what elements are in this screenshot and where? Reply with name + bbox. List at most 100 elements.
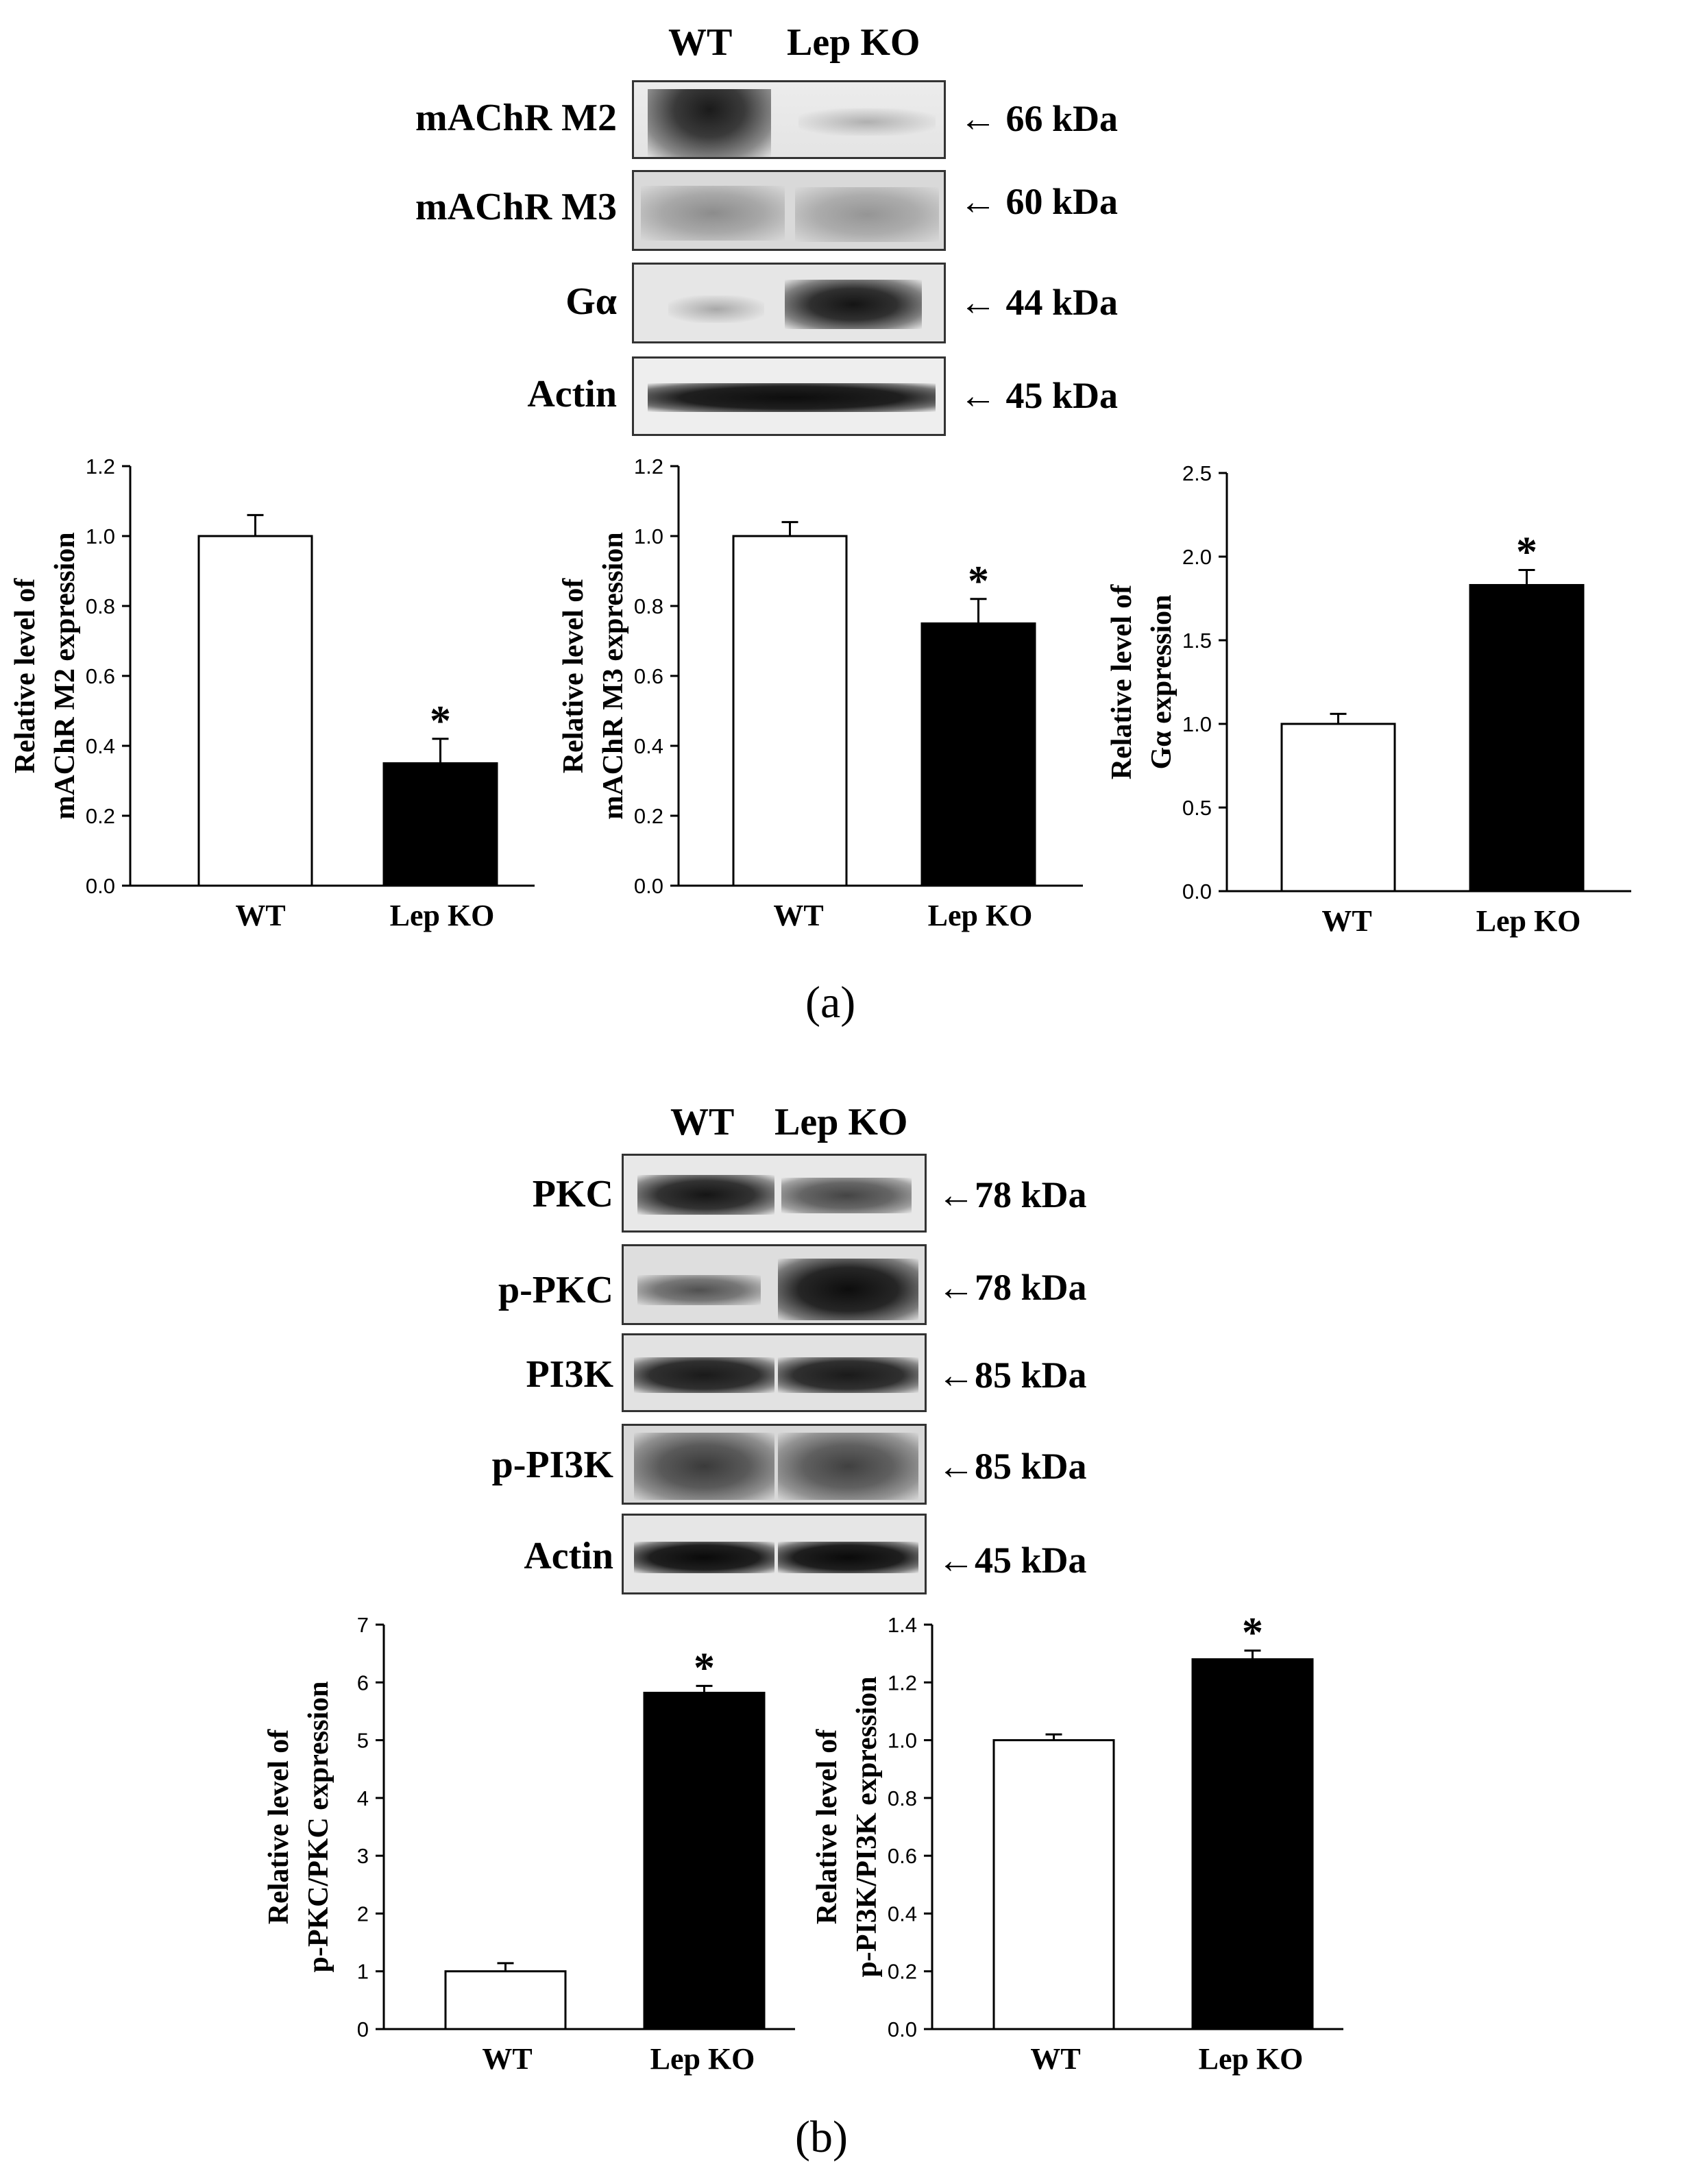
y-tick-label: 0.4 — [86, 734, 115, 758]
y-axis-label: Relative level of Gα expression — [1106, 584, 1177, 780]
bar-chart-g-alpha: 0.0 0.5 1.0 1.5 2.0 2.5 WT * Lep KO Relative leve… — [1106, 461, 1631, 938]
y-tick-label: 0.2 — [86, 804, 115, 828]
y-axis-label: Relative level of mAChR M2 expression — [10, 532, 81, 819]
y-axis-label-line: Relative level of — [558, 578, 589, 774]
bar-wt — [992, 1739, 1115, 2030]
blot-label-g-alpha: Gα — [565, 280, 617, 323]
y-tick-label: 0.6 — [634, 664, 663, 688]
blot-label-machr-m2: mAChR M2 — [415, 97, 617, 139]
y-axis-label-line: p-PI3K/PI3K expression — [851, 1676, 883, 1977]
y-tick-label: 1.4 — [888, 1613, 917, 1637]
bar-wt — [444, 1970, 567, 2030]
kda-label-g-alpha: ← 44 kDa — [960, 282, 1119, 323]
y-axis-label-line: mAChR M3 expression — [598, 532, 629, 819]
bar-wt — [1280, 723, 1396, 893]
kda-label-p-pkc: ←78 kDa — [938, 1267, 1087, 1308]
bar-chart-machr-m3: 0.0 0.2 0.4 0.6 0.8 1.0 1.2 WT * Lep KO Relative l… — [558, 454, 1083, 932]
kda-label-machr-m2: ← 66 kDa — [960, 98, 1119, 139]
significance-star: * — [1516, 529, 1537, 576]
y-tick-label: 4 — [357, 1786, 369, 1810]
kda-label-actin-a: ← 45 kDa — [960, 375, 1119, 416]
y-tick-label: 0.0 — [888, 2017, 917, 2041]
lane-label-wt: WT — [668, 21, 733, 64]
blot-image-p-pi3k — [622, 1424, 927, 1505]
y-tick-label: 2.5 — [1182, 461, 1212, 485]
significance-star: * — [694, 1645, 715, 1691]
kda-text-machr-m2: 66 kDa — [1005, 98, 1119, 139]
y-tick-label: 0.6 — [86, 664, 115, 688]
significance-star: * — [1242, 1610, 1263, 1656]
bar-lep-ko — [1469, 583, 1585, 893]
y-tick-label: 5 — [357, 1729, 369, 1753]
kda-label-pkc: ←78 kDa — [938, 1174, 1087, 1215]
y-tick-label: 0.8 — [634, 594, 663, 618]
lane-label-wt-b: WT — [670, 1101, 735, 1143]
x-category-label: WT — [773, 899, 823, 932]
y-axis-label-line: Relative level of — [1106, 584, 1138, 780]
y-tick-label: 0.0 — [86, 874, 115, 898]
y-tick-label: 1.5 — [1182, 629, 1212, 653]
y-tick-label: 1.0 — [86, 524, 115, 548]
blot-label-machr-m3: mAChR M3 — [415, 186, 617, 228]
significance-star: * — [968, 558, 989, 605]
kda-text-actin-b: 45 kDa — [975, 1540, 1087, 1581]
y-tick-label: 6 — [357, 1671, 369, 1695]
y-tick-label: 1.0 — [1182, 712, 1212, 736]
kda-text-pi3k: 85 kDa — [975, 1355, 1087, 1396]
y-axis-label-line: p-PKC/PKC expression — [303, 1681, 334, 1972]
blot-image-actin-b — [622, 1514, 927, 1594]
kda-label-pi3k: ←85 kDa — [938, 1355, 1087, 1396]
y-tick-label: 1.2 — [634, 454, 663, 478]
y-tick-label: 2 — [357, 1902, 369, 1926]
y-tick-label: 0.2 — [634, 804, 663, 828]
y-tick-label: 1.2 — [888, 1671, 917, 1695]
x-category-label: WT — [1030, 2042, 1080, 2076]
x-category-label: Lep KO — [1199, 2042, 1304, 2076]
y-axis-label: Relative level of p-PKC/PKC expression — [263, 1681, 334, 1972]
blot-image-actin-a — [632, 356, 946, 436]
blot-label-actin-b: Actin — [524, 1535, 613, 1577]
y-tick-label: 0.8 — [86, 594, 115, 618]
y-axis-label: Relative level of p-PI3K/PI3K expression — [812, 1676, 883, 1977]
y-tick-label: 0.5 — [1182, 796, 1212, 820]
bar-lep-ko — [643, 1691, 766, 2030]
panel-label-b: (b) — [795, 2111, 848, 2163]
bar-lep-ko — [1191, 1658, 1314, 2030]
kda-label-machr-m3: ← 60 kDa — [960, 181, 1119, 222]
panel-label-a: (a) — [805, 977, 855, 1029]
blot-image-pkc — [622, 1154, 927, 1233]
y-tick-label: 0.2 — [888, 1960, 917, 1984]
y-axis-label: Relative level of mAChR M3 expression — [558, 532, 629, 819]
y-tick-label: 1 — [357, 1960, 369, 1984]
blot-image-g-alpha — [632, 263, 946, 343]
blot-label-p-pi3k: p-PI3K — [491, 1444, 613, 1486]
lane-label-lep-ko-b: Lep KO — [774, 1101, 908, 1143]
y-axis-label-line: Relative level of — [263, 1729, 295, 1925]
y-axis-label-line: Gα expression — [1146, 595, 1177, 770]
blot-image-machr-m3 — [632, 170, 946, 251]
y-tick-label: 2.0 — [1182, 545, 1212, 569]
y-tick-label: 1.0 — [888, 1729, 917, 1753]
y-tick-label: 1.0 — [634, 524, 663, 548]
y-tick-label: 0.0 — [634, 874, 663, 898]
kda-text-p-pi3k: 85 kDa — [975, 1446, 1087, 1487]
kda-label-p-pi3k: ←85 kDa — [938, 1446, 1087, 1487]
y-axis-label-line: Relative level of — [812, 1729, 843, 1925]
blot-label-pkc: PKC — [532, 1173, 613, 1215]
y-tick-label: 0.4 — [634, 734, 663, 758]
kda-text-pkc: 78 kDa — [975, 1174, 1087, 1215]
y-tick-label: 0.0 — [1182, 879, 1212, 903]
kda-text-p-pkc: 78 kDa — [975, 1267, 1087, 1308]
blot-image-p-pkc — [622, 1244, 927, 1325]
y-axis-label-line: Relative level of — [10, 578, 41, 774]
bar-chart-p-pi3k-pi3k: 0.0 0.2 0.4 0.6 0.8 1.0 1.2 1.4 WT * Lep KO Relativ… — [812, 1610, 1343, 2076]
y-tick-label: 0.8 — [888, 1786, 917, 1810]
kda-text-g-alpha: 44 kDa — [1005, 282, 1119, 323]
bar-lep-ko — [920, 622, 1036, 887]
x-category-label: Lep KO — [1476, 904, 1581, 938]
x-category-label: Lep KO — [928, 899, 1033, 932]
y-tick-label: 3 — [357, 1844, 369, 1868]
significance-star: * — [430, 698, 451, 744]
x-category-label: Lep KO — [390, 899, 495, 932]
y-axis-label-line: mAChR M2 expression — [49, 532, 81, 819]
